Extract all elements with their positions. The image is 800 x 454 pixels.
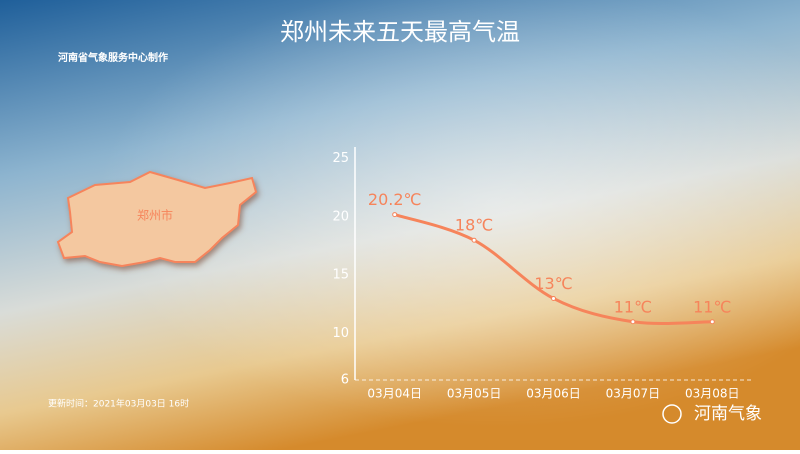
x-tick-label: 03月04日 bbox=[367, 387, 422, 401]
value-label: 11℃ bbox=[693, 297, 731, 316]
point bbox=[630, 319, 636, 325]
map-region bbox=[56, 170, 258, 268]
watermark: 河南气象 bbox=[694, 404, 762, 424]
x-tick-label: 03月06日 bbox=[526, 387, 581, 401]
producer: 河南省气象服务中心制作 bbox=[58, 51, 168, 64]
point bbox=[471, 237, 477, 243]
value-label: 18℃ bbox=[455, 216, 493, 235]
point bbox=[709, 319, 715, 325]
y-tick-label: 6 bbox=[341, 373, 349, 388]
y-tick-label: 20 bbox=[332, 209, 349, 224]
x-tick-label: 03月05日 bbox=[447, 387, 502, 401]
value-label: 13℃ bbox=[534, 274, 572, 293]
value-label: 11℃ bbox=[614, 297, 652, 316]
point bbox=[551, 295, 556, 301]
value-label: 20.2℃ bbox=[368, 190, 422, 209]
x-tick-label: 03月07日 bbox=[606, 387, 661, 401]
update-time: 更新时间：2021年03月03日 16时 bbox=[48, 398, 189, 410]
wechat-icon bbox=[662, 404, 682, 424]
y-tick-label: 10 bbox=[332, 326, 349, 341]
point bbox=[392, 212, 398, 218]
x-tick-label: 03月08日 bbox=[685, 387, 740, 401]
y-tick-label: 15 bbox=[332, 268, 349, 283]
title: 郑州未来五天最高气温 bbox=[280, 18, 520, 46]
y-tick-label: 25 bbox=[332, 151, 349, 166]
map-label: 郑州市 bbox=[137, 208, 173, 223]
